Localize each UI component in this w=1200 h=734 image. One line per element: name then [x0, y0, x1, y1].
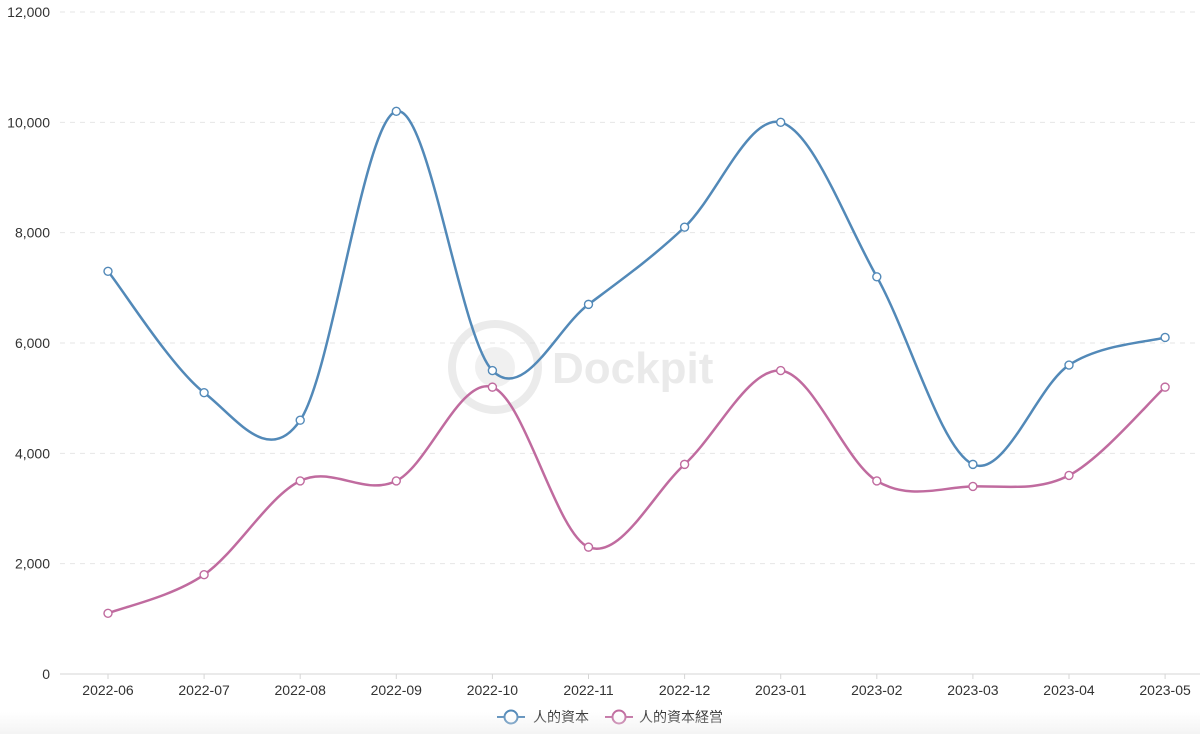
x-tick-label: 2022-08 [275, 682, 327, 698]
y-tick-label: 8,000 [15, 225, 50, 241]
grid-lines [60, 11, 1200, 565]
data-point[interactable] [199, 570, 209, 580]
data-point[interactable] [199, 387, 209, 398]
y-tick-label: 0 [42, 666, 50, 682]
legend[interactable]: 人的資本 人的資本経営 [497, 709, 723, 726]
data-point[interactable] [872, 272, 882, 282]
x-tick-label: 2023-04 [1043, 682, 1095, 698]
data-point[interactable] [1064, 470, 1074, 481]
data-point[interactable] [487, 382, 498, 392]
data-point[interactable] [872, 476, 882, 486]
data-point[interactable] [487, 365, 498, 376]
legend-label: 人的資本 [533, 710, 589, 726]
x-tick-label: 2023-02 [851, 682, 903, 698]
series-1 [103, 106, 1170, 470]
legend-marker-icon [503, 709, 519, 725]
data-point[interactable] [968, 481, 978, 492]
watermark: Dockpit [448, 320, 714, 414]
y-tick-label: 4,000 [15, 445, 50, 461]
series-line [107, 369, 1166, 615]
y-tick-label: 10,000 [7, 114, 50, 130]
watermark-text: Dockpit [552, 344, 714, 393]
data-point[interactable] [295, 415, 305, 425]
data-point[interactable] [583, 542, 594, 552]
data-point[interactable] [583, 299, 594, 310]
y-tick-label: 2,000 [15, 556, 50, 572]
x-tick-label: 2023-01 [755, 682, 807, 698]
x-tick-label: 2022-12 [659, 682, 711, 698]
data-point[interactable] [1160, 332, 1170, 343]
series-line [107, 110, 1166, 468]
data-point[interactable] [679, 459, 690, 470]
data-point[interactable] [295, 476, 305, 486]
series-2 [103, 365, 1170, 619]
x-tick-label: 2022-06 [82, 682, 134, 698]
legend-item[interactable]: 人的資本 [497, 709, 589, 726]
x-tick-label: 2022-11 [563, 682, 614, 698]
data-point[interactable] [103, 266, 113, 276]
x-tick-label: 2022-10 [467, 682, 519, 698]
y-tick-label: 12,000 [7, 4, 50, 20]
data-point[interactable] [391, 106, 401, 117]
data-point[interactable] [968, 459, 978, 470]
legend-marker-icon [611, 709, 627, 725]
data-point[interactable] [103, 608, 113, 619]
x-tick-label: 2022-07 [178, 682, 230, 698]
x-tick-label: 2023-05 [1139, 682, 1191, 698]
y-tick-label: 6,000 [15, 335, 50, 351]
data-point[interactable] [391, 476, 401, 486]
data-point[interactable] [776, 365, 786, 376]
axes: 0 2,000 4,000 6,000 8,000 10,000 12,000 2022-06… [7, 4, 1200, 698]
x-tick-label: 2022-09 [371, 682, 423, 698]
x-tick-label: 2023-03 [947, 682, 999, 698]
legend-label: 人的資本経営 [639, 710, 723, 726]
data-point[interactable] [1064, 360, 1074, 370]
data-point[interactable] [776, 117, 786, 128]
series-lines [103, 106, 1170, 619]
data-point[interactable] [679, 222, 690, 232]
legend-item[interactable]: 人的資本経営 [605, 709, 723, 726]
data-point[interactable] [1160, 382, 1170, 392]
